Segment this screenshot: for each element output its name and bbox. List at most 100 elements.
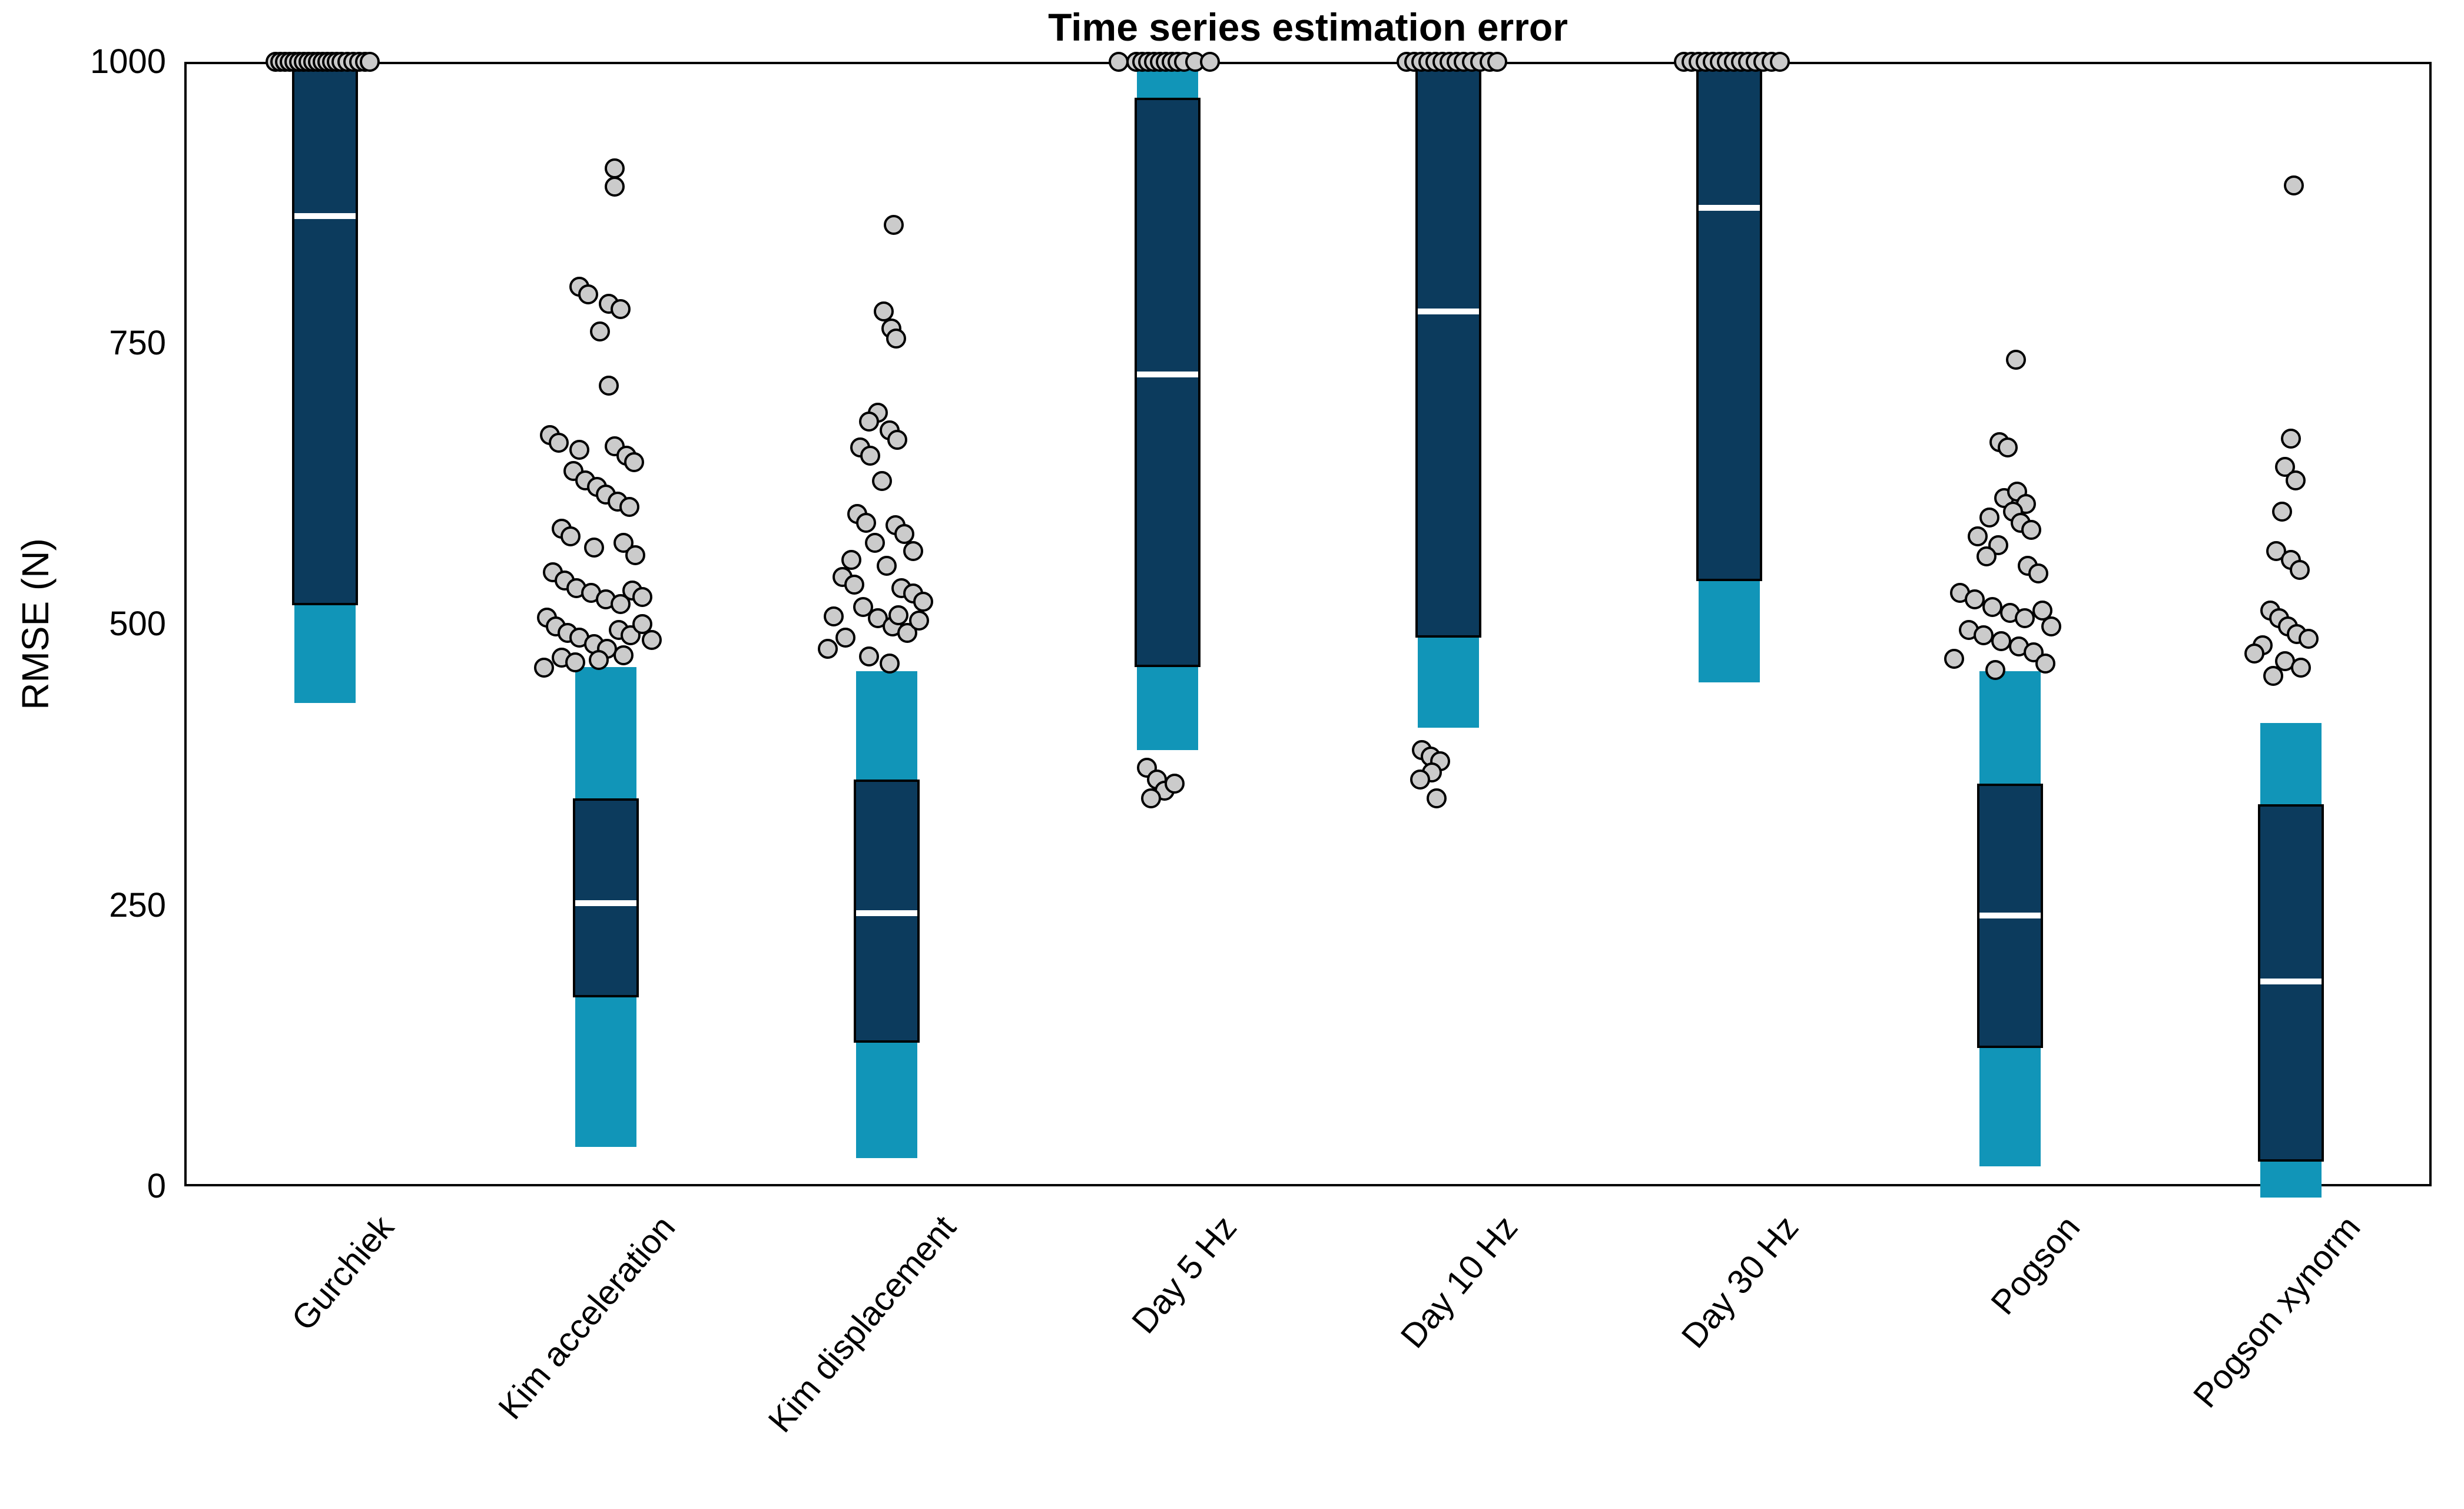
data-point	[2299, 628, 2319, 649]
data-point-clipped	[1108, 52, 1129, 72]
data-point	[835, 627, 855, 648]
y-tick-label: 500	[109, 605, 166, 643]
data-point	[858, 412, 879, 432]
data-point	[1976, 546, 1997, 567]
chart-title: Time series estimation error	[1048, 5, 1568, 49]
median-line	[575, 900, 636, 906]
data-point	[2284, 175, 2304, 196]
median-line	[294, 213, 356, 219]
data-point	[610, 593, 631, 614]
y-tick-label: 0	[147, 1167, 166, 1205]
data-point	[1164, 774, 1185, 794]
data-point	[620, 625, 641, 646]
data-point	[2006, 350, 2027, 370]
data-point-clipped	[1487, 52, 1508, 72]
data-point	[598, 376, 619, 396]
data-point	[548, 433, 569, 453]
y-tick-label: 750	[109, 323, 166, 362]
x-tick-label: Kim acceleration	[490, 1208, 683, 1427]
data-point	[2290, 560, 2310, 581]
data-point	[876, 555, 897, 576]
data-point	[588, 650, 609, 671]
data-point	[883, 214, 904, 235]
data-point	[841, 550, 861, 571]
median-line	[1418, 309, 1480, 315]
data-point	[569, 439, 589, 460]
x-tick-label: Day 30 Hz	[1674, 1208, 1806, 1355]
data-point	[844, 575, 864, 595]
data-point	[871, 471, 892, 492]
data-point	[1965, 589, 1985, 609]
data-point	[864, 533, 885, 553]
data-point	[2272, 502, 2293, 522]
iqr-box	[1134, 98, 1201, 667]
data-point	[873, 301, 894, 322]
data-point	[1427, 788, 1447, 809]
data-point	[1944, 649, 1965, 669]
iqr-box	[291, 62, 358, 605]
median-line	[1979, 912, 2041, 918]
data-point-clipped	[359, 52, 380, 72]
x-tick-label: Pogson xynorm	[2186, 1208, 2368, 1415]
data-point	[1968, 526, 1988, 547]
median-line	[2260, 979, 2322, 985]
data-point	[604, 177, 625, 197]
plot-area	[184, 62, 2432, 1186]
data-point	[1998, 437, 2018, 458]
data-point	[583, 538, 604, 558]
data-point	[641, 629, 662, 650]
x-tick-label: Day 5 Hz	[1125, 1208, 1245, 1341]
data-point	[2291, 658, 2312, 678]
data-point	[908, 611, 929, 631]
data-point	[823, 606, 844, 626]
data-point	[2028, 563, 2049, 584]
data-point	[913, 591, 933, 612]
data-point	[886, 328, 906, 349]
data-point	[578, 284, 598, 305]
median-line	[1136, 371, 1198, 377]
data-point-clipped	[1199, 52, 1220, 72]
data-point	[2244, 643, 2265, 664]
data-point-clipped	[1770, 52, 1790, 72]
data-point	[1140, 788, 1161, 809]
median-line	[855, 910, 917, 916]
data-point	[903, 540, 923, 561]
iqr-box	[1696, 62, 1763, 582]
data-point	[533, 658, 554, 678]
data-point	[2015, 608, 2035, 629]
iqr-box	[1415, 62, 1482, 638]
data-point	[625, 545, 645, 566]
x-tick-label: Gurchiek	[284, 1208, 402, 1338]
data-point	[888, 605, 908, 625]
data-point	[1991, 631, 2012, 651]
iqr-box	[572, 798, 639, 998]
x-tick-label: Kim displacement	[761, 1208, 964, 1440]
data-point	[565, 652, 585, 672]
data-point	[2263, 665, 2284, 686]
x-tick-label: Day 10 Hz	[1393, 1208, 1526, 1355]
data-point	[1985, 660, 2006, 681]
data-point	[2035, 653, 2056, 674]
data-point	[613, 533, 634, 553]
data-point	[894, 524, 914, 545]
data-point	[613, 645, 634, 666]
data-point	[887, 429, 907, 450]
data-point	[879, 653, 900, 674]
data-point	[632, 587, 652, 608]
data-point	[604, 158, 625, 179]
data-point	[1410, 769, 1431, 790]
x-tick-label: Pogson	[1983, 1208, 2087, 1322]
data-point	[2286, 470, 2306, 490]
data-point	[855, 513, 876, 533]
median-line	[1699, 205, 1760, 211]
data-point	[560, 526, 581, 547]
data-point	[860, 445, 880, 466]
data-point	[2281, 428, 2301, 449]
data-point	[589, 321, 610, 342]
data-point	[619, 497, 639, 518]
data-point	[858, 646, 879, 667]
y-tick-label: 1000	[89, 42, 166, 81]
data-point	[624, 452, 644, 472]
data-point	[610, 299, 631, 320]
